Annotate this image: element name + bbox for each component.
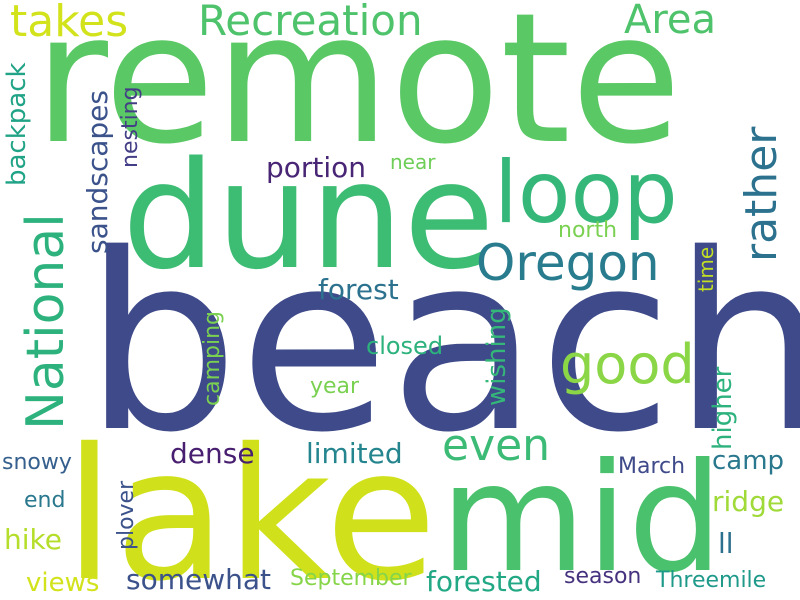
word-area: Area bbox=[624, 0, 717, 43]
word-portion: portion bbox=[266, 151, 367, 184]
word-camping: camping bbox=[200, 311, 225, 406]
word-year: year bbox=[310, 374, 360, 399]
word-national: National bbox=[16, 213, 76, 430]
word-loop: loop bbox=[494, 143, 678, 243]
word-sandscapes: sandscapes bbox=[81, 90, 114, 254]
word-threemile: Threemile bbox=[656, 568, 767, 593]
word-wishing: wishing bbox=[482, 307, 512, 406]
word-limited: limited bbox=[306, 437, 403, 470]
word-good: good bbox=[560, 333, 695, 396]
word-nesting: nesting bbox=[118, 86, 143, 168]
word-dune: dune bbox=[122, 130, 495, 302]
word-forested: forested bbox=[426, 565, 542, 598]
word-season: season bbox=[564, 564, 642, 589]
word-closed: closed bbox=[366, 332, 444, 360]
word-september: September bbox=[290, 566, 412, 591]
word-somewhat: somewhat bbox=[126, 563, 272, 596]
word-time: time bbox=[694, 246, 718, 292]
word-ridge: ridge bbox=[712, 485, 785, 518]
word-views: views bbox=[26, 568, 100, 598]
word-higher: higher bbox=[708, 366, 738, 450]
word-mid: mid bbox=[440, 432, 724, 600]
word-oregon: Oregon bbox=[476, 234, 660, 292]
word-even: even bbox=[442, 420, 551, 471]
word-hike: hike bbox=[4, 523, 62, 556]
word-camp: camp bbox=[712, 446, 785, 476]
word-backpack: backpack bbox=[2, 62, 32, 186]
word-beach: beach bbox=[84, 202, 800, 486]
word-ll: ll bbox=[718, 527, 734, 560]
word-dense: dense bbox=[170, 437, 255, 470]
word-snowy: snowy bbox=[2, 450, 72, 475]
word-near: near bbox=[390, 150, 436, 174]
word-end: end bbox=[24, 488, 66, 513]
word-lake: lake bbox=[64, 409, 437, 600]
word-plover: plover bbox=[114, 480, 139, 550]
word-recreation: Recreation bbox=[198, 0, 423, 45]
word-march: March bbox=[618, 454, 686, 479]
word-forest: forest bbox=[318, 273, 399, 306]
word-rather: rather bbox=[736, 126, 787, 262]
word-remote: remote bbox=[34, 0, 682, 184]
word-north: north bbox=[558, 218, 618, 243]
word-takes: takes bbox=[10, 0, 129, 47]
